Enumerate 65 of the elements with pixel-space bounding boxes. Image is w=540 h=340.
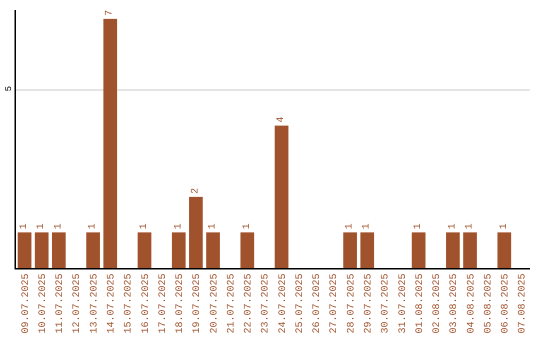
- x-tick-label: 30.07.2025: [380, 274, 392, 334]
- bar: [240, 232, 254, 268]
- x-tick-label: 16.07.2025: [140, 274, 152, 334]
- x-tick-label: 21.07.2025: [226, 274, 238, 334]
- bar: [497, 232, 512, 268]
- x-tick-label: 02.08.2025: [432, 274, 444, 334]
- data-label: 1: [139, 223, 150, 230]
- bar: [52, 232, 66, 268]
- data-label: 1: [464, 223, 476, 230]
- x-tick-label: 12.07.2025: [72, 274, 84, 334]
- bar: [446, 232, 460, 268]
- data-label: 1: [53, 223, 64, 230]
- bar: [274, 126, 288, 268]
- bar: [189, 196, 203, 268]
- x-tick-label: 27.07.2025: [329, 274, 340, 334]
- data-label: 2: [190, 188, 202, 194]
- bar: [172, 232, 186, 268]
- data-label: 1: [344, 223, 356, 230]
- x-tick-label: 18.07.2025: [175, 274, 186, 334]
- x-tick-label: 23.07.2025: [260, 274, 272, 334]
- x-tick-label: 11.07.2025: [55, 274, 66, 334]
- bar: [138, 232, 152, 268]
- bar: [103, 18, 118, 268]
- data-label: 1: [447, 223, 458, 230]
- bar: [463, 232, 477, 268]
- data-label: 1: [242, 223, 253, 230]
- bar: [360, 232, 374, 268]
- data-label: 1: [19, 223, 30, 230]
- data-label: 4: [276, 116, 288, 123]
- x-tick-label: 22.07.2025: [244, 274, 255, 334]
- bar: [412, 232, 426, 268]
- x-tick-label: 04.08.2025: [466, 274, 478, 334]
- x-tick-label: 15.07.2025: [124, 274, 135, 334]
- x-tick-label: 24.07.2025: [278, 274, 289, 334]
- data-label: 1: [36, 223, 48, 230]
- x-tick-label: 10.07.2025: [38, 274, 49, 334]
- data-label: 1: [362, 223, 373, 230]
- data-label: 1: [88, 223, 99, 230]
- y-tick-label: 5: [4, 86, 14, 92]
- x-tick-label: 03.08.2025: [449, 274, 460, 334]
- x-tick-label: 19.07.2025: [192, 274, 204, 334]
- bar: [18, 232, 32, 268]
- x-tick-label: 28.07.2025: [346, 274, 358, 334]
- data-label: 1: [413, 223, 424, 230]
- x-tick-label: 14.07.2025: [106, 274, 118, 334]
- x-tick-label: 07.08.2025: [518, 274, 529, 334]
- x-tick-label: 01.08.2025: [414, 274, 426, 334]
- bar: [34, 232, 49, 268]
- bar: [86, 232, 100, 268]
- x-tick-label: 13.07.2025: [89, 274, 100, 334]
- x-tick-label: 25.07.2025: [294, 274, 306, 334]
- data-label: 1: [498, 223, 510, 230]
- x-tick-label: 29.07.2025: [363, 274, 374, 334]
- bar: [206, 232, 220, 268]
- x-tick-label: 06.08.2025: [500, 274, 512, 334]
- x-tick-label: 05.08.2025: [483, 274, 494, 334]
- x-tick-label: 09.07.2025: [20, 274, 32, 334]
- x-tick-label: 26.07.2025: [312, 274, 324, 334]
- x-tick-label: 17.07.2025: [158, 274, 169, 334]
- data-label: 1: [173, 223, 184, 230]
- x-tick-label: 20.07.2025: [209, 274, 220, 334]
- x-tick-label: 31.07.2025: [398, 274, 409, 334]
- data-label: 7: [104, 10, 116, 16]
- bar: [343, 232, 357, 268]
- data-label: 1: [208, 223, 219, 230]
